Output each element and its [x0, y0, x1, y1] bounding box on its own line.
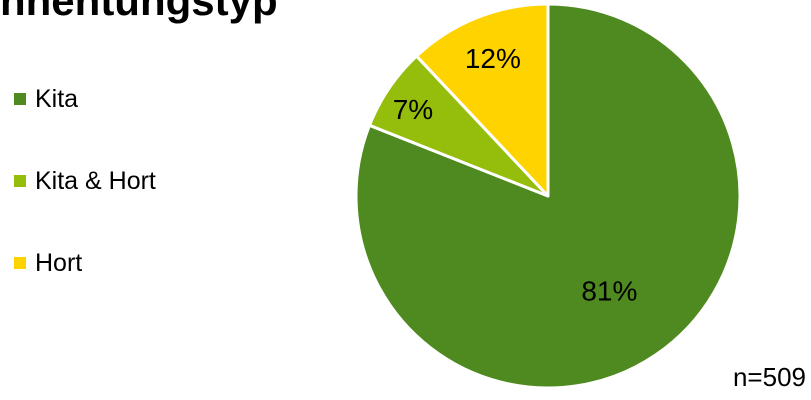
legend-swatch-kita-hort [14, 175, 26, 187]
legend-swatch-hort [14, 257, 26, 269]
pie-data-labels: 81% 7% 12% [393, 43, 638, 307]
data-label-kita: 81% [581, 276, 637, 307]
legend-label-kita-hort: Kita & Hort [35, 167, 156, 195]
data-label-hort: 12% [465, 43, 521, 74]
pie-slices [354, 2, 742, 390]
data-label-kita-hort: 7% [393, 94, 433, 125]
legend-label-hort: Hort [35, 249, 83, 277]
legend-swatch-kita [14, 93, 26, 105]
legend-label-kita: Kita [35, 85, 79, 113]
chart-title: nnentungstyp [0, 0, 278, 24]
sample-size-note: n=509 [732, 362, 806, 392]
pie-slice-hort [415, 2, 550, 198]
